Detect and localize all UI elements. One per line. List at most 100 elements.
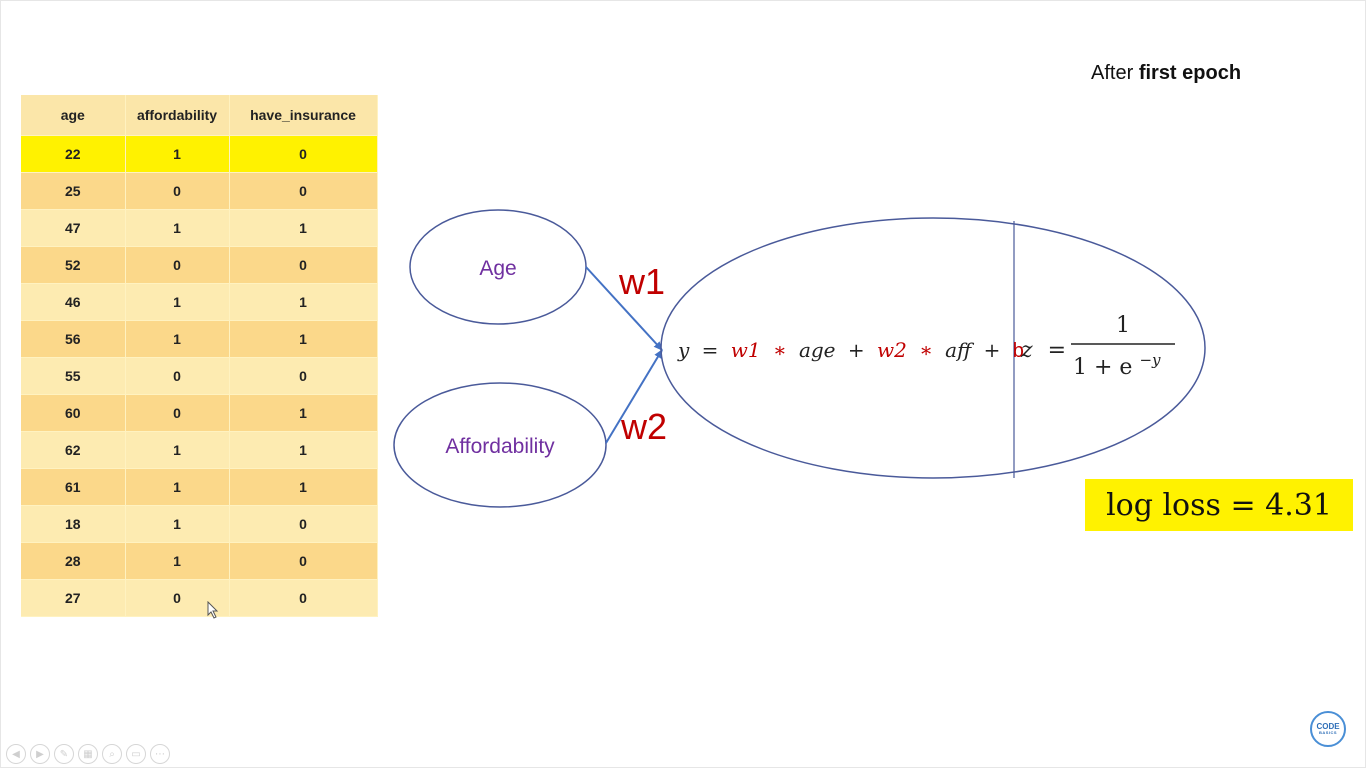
cell-age: 55: [21, 357, 126, 395]
cell-age: 47: [21, 209, 126, 247]
cell-affordability: 0: [125, 357, 230, 395]
log-loss-box: log loss = 4.31: [1085, 479, 1353, 531]
cell-have-insurance: 0: [229, 579, 378, 617]
mouse-cursor-icon: [207, 601, 219, 619]
eq-age: age: [799, 338, 836, 362]
sigmoid-z: z =: [1020, 338, 1066, 363]
w2-arrow: [605, 349, 663, 444]
eq-plus1: +: [848, 338, 865, 362]
more-icon[interactable]: ⋯: [150, 744, 170, 764]
cell-have-insurance: 1: [229, 431, 378, 469]
cell-have-insurance: 1: [229, 283, 378, 321]
cell-age: 22: [21, 135, 126, 173]
header-affordability: affordability: [125, 95, 230, 136]
table-row: 61 1 1: [21, 468, 378, 506]
table-row: 47 1 1: [21, 209, 378, 247]
codebasics-logo: CODE BASICS: [1310, 711, 1346, 747]
neuron-node: [660, 217, 1206, 479]
cell-affordability: 1: [125, 320, 230, 358]
sigmoid-equals: =: [1048, 338, 1066, 363]
cell-affordability: 0: [125, 579, 230, 617]
heading-bold: first epoch: [1138, 62, 1242, 84]
eq-star1: ∗: [773, 338, 787, 362]
cell-age: 61: [21, 468, 126, 506]
sigmoid-denominator-base: 1 + e: [1073, 355, 1132, 380]
table-row: 27 0 0: [21, 579, 378, 617]
cell-have-insurance: 0: [229, 505, 378, 543]
eq-w1: w1: [731, 338, 761, 362]
table-row: 25 0 0: [21, 172, 378, 210]
table-header-row: age affordability have_insurance: [21, 95, 378, 136]
eq-aff: aff: [945, 338, 975, 362]
cell-affordability: 0: [125, 246, 230, 284]
linear-equation: y = w1 ∗ age + w2 ∗ aff + b: [677, 338, 1024, 362]
cell-age: 62: [21, 431, 126, 469]
next-icon[interactable]: ▶: [30, 744, 50, 764]
cell-affordability: 1: [125, 283, 230, 321]
cell-affordability: 1: [125, 542, 230, 580]
eq-star2: ∗: [919, 338, 933, 362]
age-input-label: Age: [479, 257, 516, 280]
cell-age: 25: [21, 172, 126, 210]
cell-affordability: 1: [125, 209, 230, 247]
cell-age: 28: [21, 542, 126, 580]
cell-have-insurance: 1: [229, 394, 378, 432]
weight-w2-label: w2: [620, 406, 667, 447]
eq-plus2: +: [984, 338, 1001, 362]
pen-icon[interactable]: ✎: [54, 744, 74, 764]
affordability-input-label: Affordability: [445, 435, 555, 458]
cell-affordability: 1: [125, 135, 230, 173]
cell-age: 56: [21, 320, 126, 358]
cell-affordability: 0: [125, 172, 230, 210]
zoom-icon[interactable]: ⌕: [102, 744, 122, 764]
cell-have-insurance: 1: [229, 209, 378, 247]
cell-affordability: 1: [125, 468, 230, 506]
sigmoid-exponent: −y: [1139, 351, 1161, 369]
table-row: 52 0 0: [21, 246, 378, 284]
table-row: 22 1 0: [21, 135, 378, 173]
affordability-input-node: [393, 382, 607, 508]
table-row: 46 1 1: [21, 283, 378, 321]
cell-have-insurance: 0: [229, 135, 378, 173]
heading-prefix: After: [1091, 62, 1134, 84]
cell-affordability: 0: [125, 394, 230, 432]
table-row: 18 1 0: [21, 505, 378, 543]
cell-have-insurance: 1: [229, 320, 378, 358]
sigmoid-numerator: 1: [1116, 313, 1130, 338]
table-row: 28 1 0: [21, 542, 378, 580]
subtitles-icon[interactable]: ▭: [126, 744, 146, 764]
insurance-data-table: age affordability have_insurance 22 1 0 25 0…: [21, 95, 378, 617]
table-row: 55 0 0: [21, 357, 378, 395]
header-have-insurance: have_insurance: [229, 95, 378, 136]
brand-main: CODE: [1316, 722, 1340, 731]
cell-have-insurance: 1: [229, 468, 378, 506]
table-row: 60 0 1: [21, 394, 378, 432]
cell-have-insurance: 0: [229, 357, 378, 395]
header-age: age: [21, 95, 126, 136]
sigmoid-z-var: z: [1020, 338, 1033, 363]
cell-age: 18: [21, 505, 126, 543]
eq-y: y: [677, 338, 690, 362]
cell-age: 27: [21, 579, 126, 617]
presentation-toolbar: ◀ ▶ ✎ ▦ ⌕ ▭ ⋯: [6, 744, 170, 764]
table-row: 62 1 1: [21, 431, 378, 469]
cell-have-insurance: 0: [229, 246, 378, 284]
eq-w2: w2: [877, 338, 907, 362]
cell-have-insurance: 0: [229, 172, 378, 210]
slides-icon[interactable]: ▦: [78, 744, 98, 764]
cell-age: 52: [21, 246, 126, 284]
w1-arrow: [585, 266, 663, 351]
cell-affordability: 1: [125, 431, 230, 469]
table-row: 56 1 1: [21, 320, 378, 358]
sigmoid-denominator: 1 + e −y: [1073, 351, 1161, 380]
table-body: 22 1 0 25 0 0 47 1 1 52 0 0 46 1 1 56 1 1 55 0 0 60 0 1 62 1 1 61 1 1…: [21, 135, 378, 617]
cell-age: 60: [21, 394, 126, 432]
brand-sub: BASICS: [1318, 730, 1338, 735]
cell-affordability: 1: [125, 505, 230, 543]
eq-b: b: [1013, 340, 1024, 362]
cell-have-insurance: 0: [229, 542, 378, 580]
eq-equals: =: [702, 338, 719, 362]
prev-icon[interactable]: ◀: [6, 744, 26, 764]
cell-age: 46: [21, 283, 126, 321]
